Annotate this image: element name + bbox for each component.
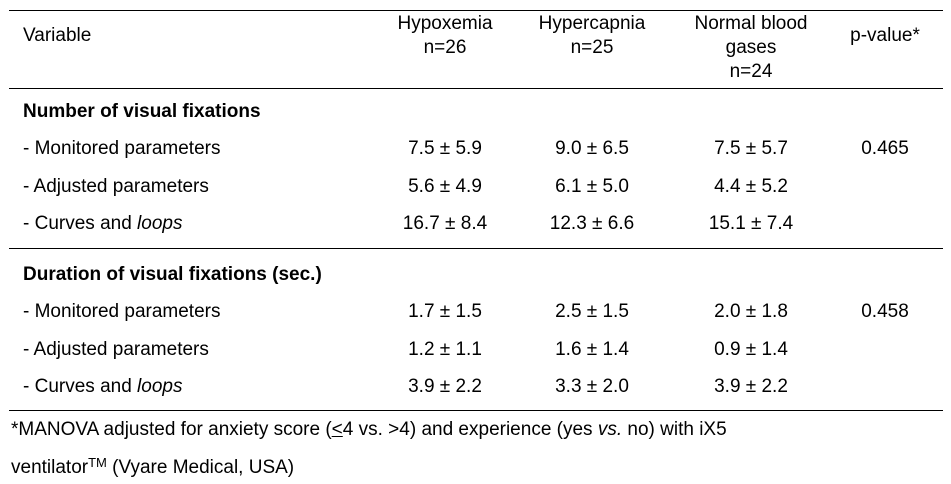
header-hypercapnia-title: Hypercapnia — [538, 13, 646, 34]
header-hypoxemia: Hypoxemia n=26 — [345, 12, 545, 60]
cell-p-value: 0.458 — [861, 301, 909, 322]
section-title: Number of visual fixations — [23, 101, 261, 122]
footnote-line2: ventilatorTM (Vyare Medical, USA) — [11, 446, 941, 484]
header-normal-title-line1: Normal blood — [694, 13, 808, 34]
row-label-text: - Curves and — [23, 213, 138, 234]
cell-hypoxemia: 3.9 ± 2.2 — [408, 376, 482, 397]
row-label: - Adjusted parameters — [23, 176, 209, 197]
cell-normal: 2.0 ± 1.8 — [714, 301, 788, 322]
cell-p-value: 0.465 — [861, 138, 909, 159]
table-top-rule — [9, 10, 943, 11]
cell-hypoxemia: 16.7 ± 8.4 — [402, 213, 488, 234]
row-label: - Adjusted parameters — [23, 339, 209, 360]
header-hypercapnia: Hypercapnia n=25 — [492, 12, 692, 60]
cell-hypoxemia: 1.7 ± 1.5 — [408, 301, 482, 322]
footnote-text: ventilator — [11, 457, 89, 478]
header-hypoxemia-title: Hypoxemia — [397, 13, 493, 34]
footnote-text: (Vyare Medical, USA) — [106, 457, 295, 478]
row-label: - Monitored parameters — [23, 138, 221, 159]
header-normal-blood-gases: Normal blood gases n=24 — [651, 12, 851, 84]
cell-hypercapnia: 6.1 ± 5.0 — [555, 176, 629, 197]
cell-hypercapnia: 2.5 ± 1.5 — [555, 301, 629, 322]
cell-hypercapnia: 9.0 ± 6.5 — [555, 138, 629, 159]
footnote-text: no) with iX5 — [622, 419, 727, 440]
header-hypercapnia-n: n=25 — [570, 37, 614, 58]
cell-normal: 0.9 ± 1.4 — [714, 339, 788, 360]
header-normal-n: n=24 — [729, 61, 773, 82]
header-variable: Variable — [23, 25, 92, 46]
footnote-text: 4 vs. >4) and experience (yes — [342, 419, 598, 440]
cell-hypercapnia: 1.6 ± 1.4 — [555, 339, 629, 360]
row-label-italic: loops — [137, 213, 183, 234]
footnote-underlined-symbol: < — [331, 419, 343, 440]
cell-normal: 15.1 ± 7.4 — [708, 213, 794, 234]
section-title: Duration of visual fixations (sec.) — [23, 264, 322, 285]
cell-normal: 3.9 ± 2.2 — [714, 376, 788, 397]
row-label-text: - Curves and — [23, 376, 138, 397]
cell-hypercapnia: 12.3 ± 6.6 — [549, 213, 635, 234]
header-normal-title-line2: gases — [725, 37, 777, 58]
row-label: - Curves and loops — [23, 375, 182, 399]
row-label: - Monitored parameters — [23, 301, 221, 322]
table-bottom-rule — [9, 410, 943, 411]
cell-hypoxemia: 1.2 ± 1.1 — [408, 339, 482, 360]
section-divider-rule — [9, 248, 943, 249]
trademark-symbol: TM — [88, 455, 107, 470]
footnote-text: *MANOVA adjusted for anxiety score ( — [11, 419, 332, 440]
cell-normal: 7.5 ± 5.7 — [714, 138, 788, 159]
table-footnote: *MANOVA adjusted for anxiety score (<4 v… — [11, 413, 941, 484]
footnote-italic-vs: vs. — [597, 419, 623, 440]
row-label: - Curves and loops — [23, 212, 182, 236]
cell-normal: 4.4 ± 5.2 — [714, 176, 788, 197]
cell-hypoxemia: 7.5 ± 5.9 — [408, 138, 482, 159]
cell-hypoxemia: 5.6 ± 4.9 — [408, 176, 482, 197]
footnote-line1: *MANOVA adjusted for anxiety score (<4 v… — [11, 413, 941, 446]
header-bottom-rule — [9, 88, 943, 89]
cell-hypercapnia: 3.3 ± 2.0 — [555, 376, 629, 397]
row-label-italic: loops — [137, 376, 183, 397]
header-hypoxemia-n: n=26 — [423, 37, 467, 58]
header-p-value: p-value* — [850, 25, 920, 46]
